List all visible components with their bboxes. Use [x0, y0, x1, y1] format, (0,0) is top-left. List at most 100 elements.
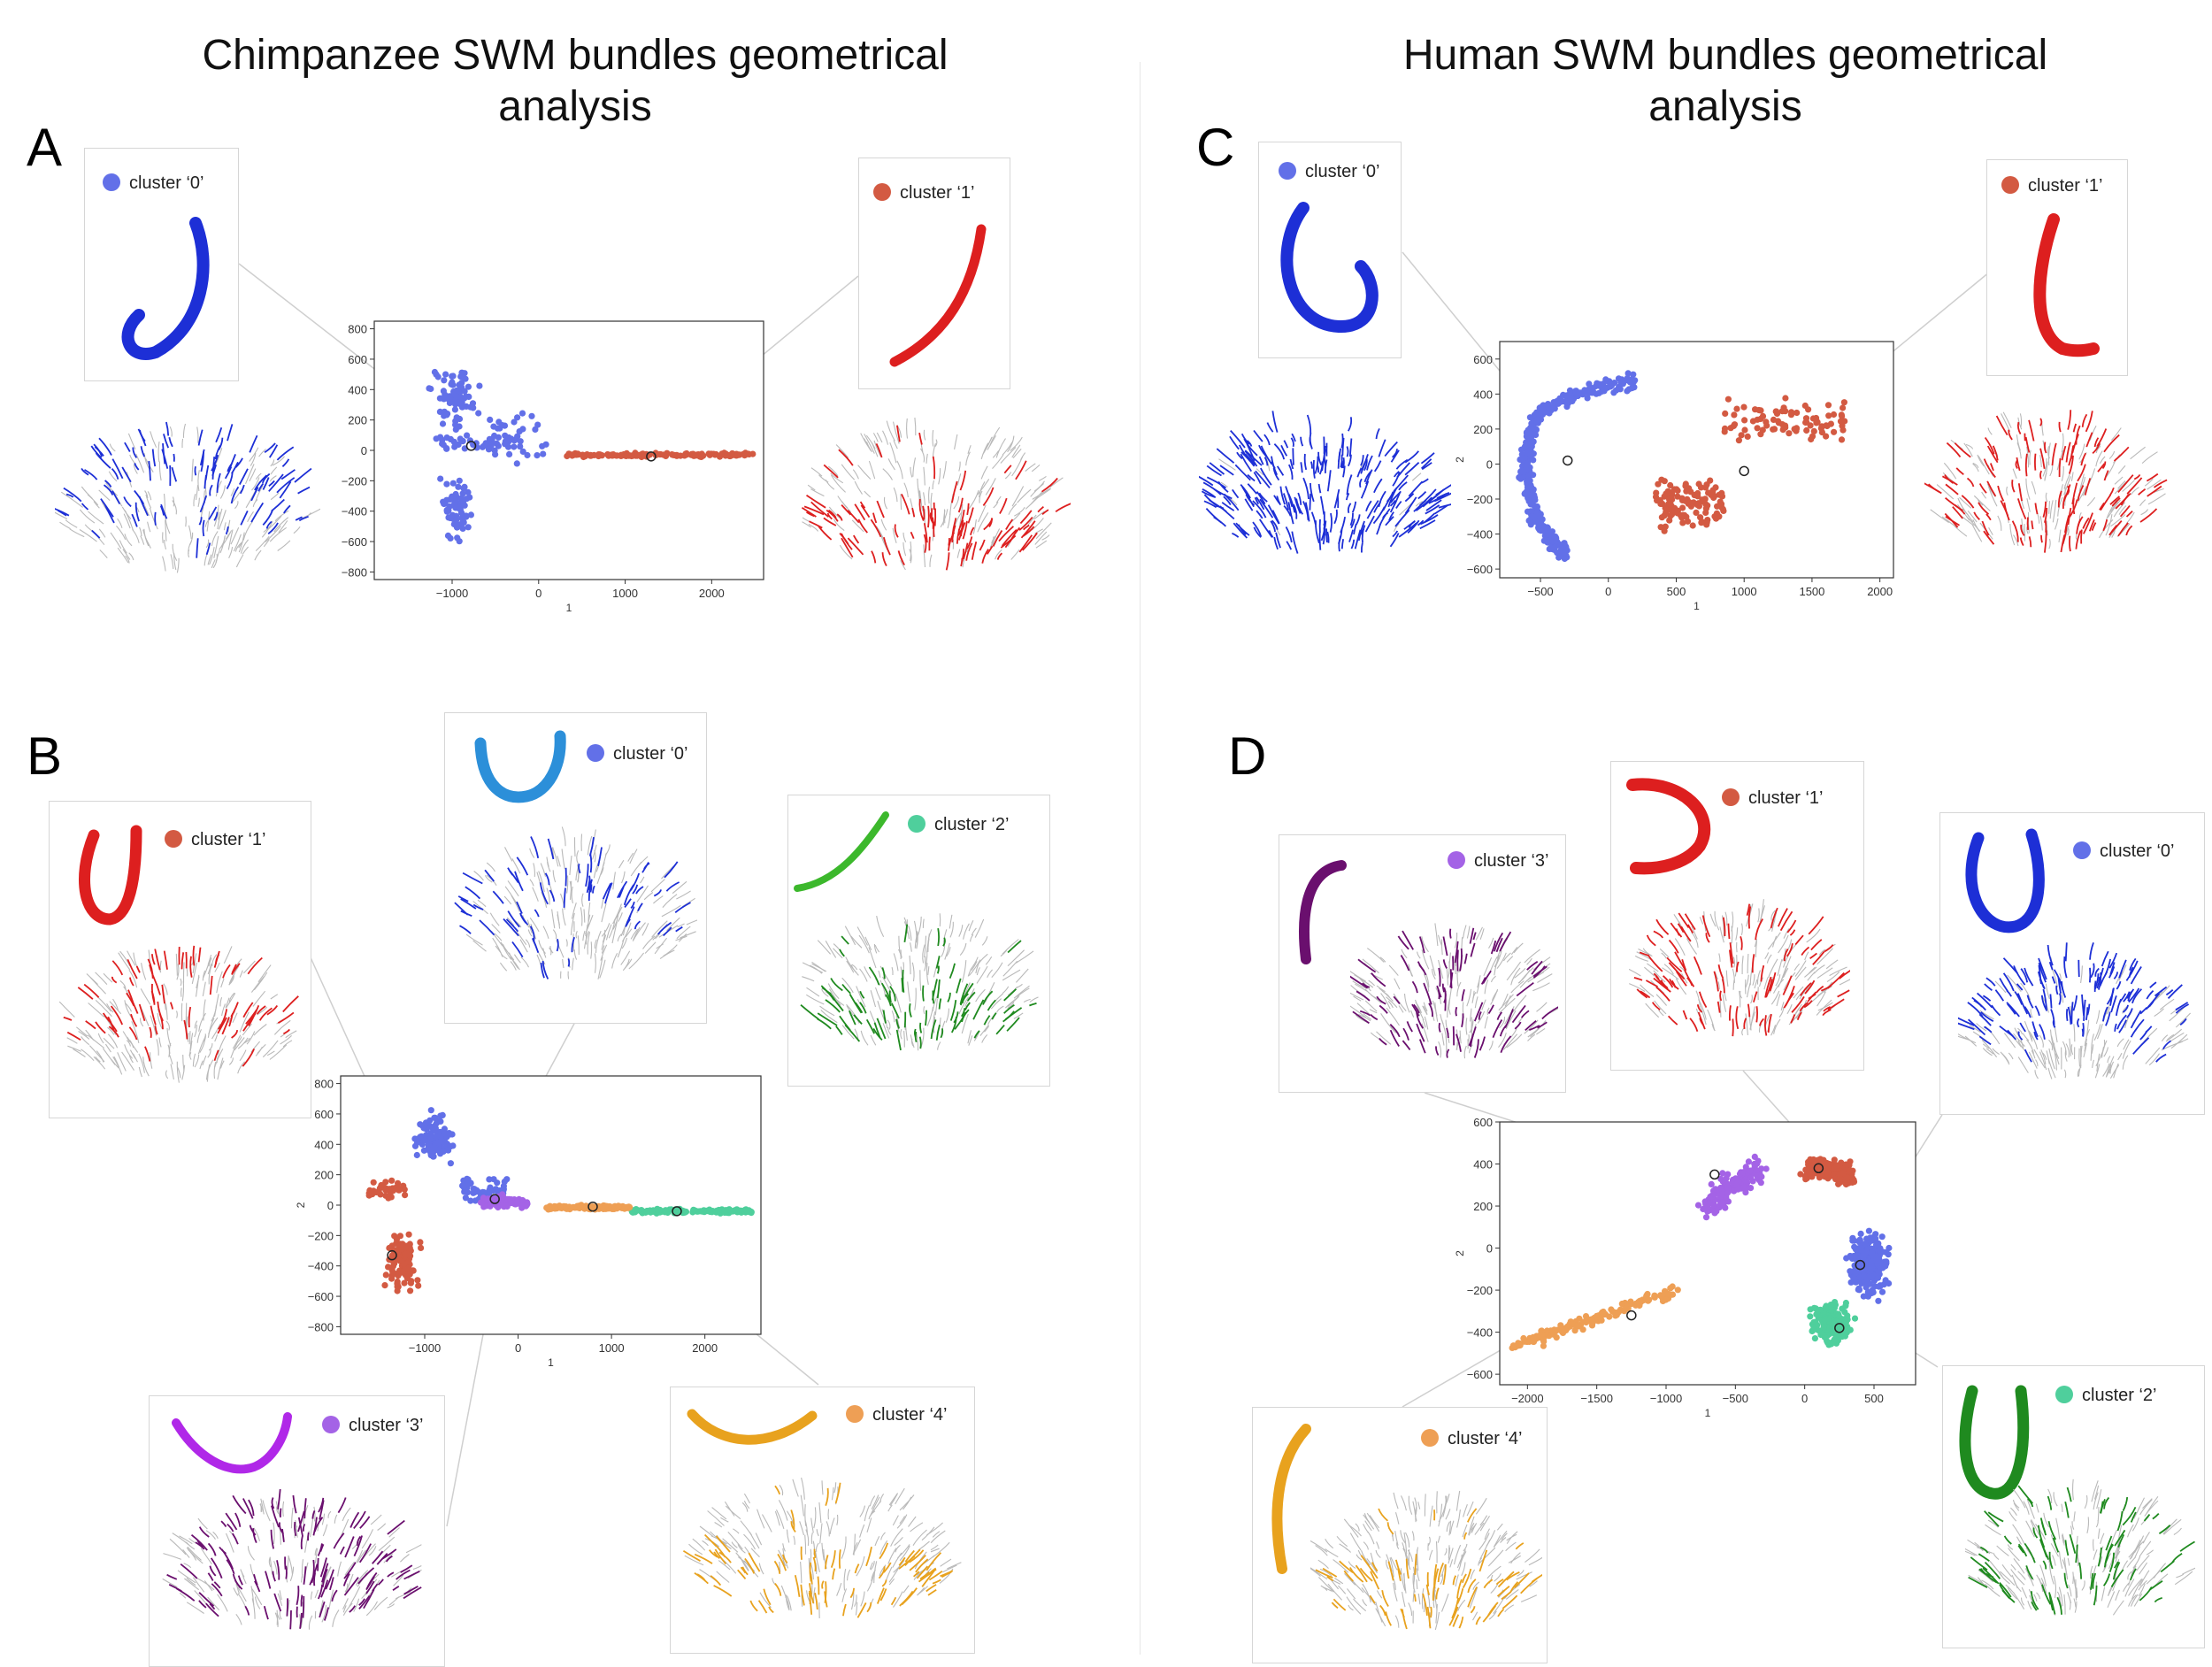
fiber-streamline	[895, 525, 898, 538]
data-point	[433, 1133, 439, 1140]
fiber-streamline	[1801, 947, 1809, 955]
fiber-streamline	[805, 1535, 806, 1555]
fiber-streamline	[149, 461, 150, 480]
fiber-streamline	[245, 1606, 249, 1615]
fiber-streamline	[1214, 489, 1232, 499]
fiber-streamline	[972, 542, 977, 560]
fiber-streamline	[88, 495, 98, 505]
fiber-streamline	[826, 480, 834, 489]
fiber-streamline	[830, 1517, 834, 1534]
fiber-streamline	[183, 424, 185, 438]
data-point	[1841, 399, 1847, 405]
data-point	[600, 1206, 606, 1212]
fiber-streamline	[1005, 472, 1010, 479]
fiber-streamline	[860, 1506, 865, 1517]
fiber-streamline	[393, 1586, 399, 1590]
fiber-streamline	[897, 461, 902, 479]
data-point	[1757, 407, 1763, 413]
fiber-streamline	[912, 508, 914, 517]
inset-c-cluster0: cluster ‘0’	[1258, 142, 1402, 358]
fiber-streamline	[1293, 448, 1294, 465]
fiber-streamline	[272, 1530, 274, 1549]
data-point	[1690, 522, 1696, 528]
data-point	[460, 526, 466, 532]
fiber-streamline	[2055, 519, 2059, 530]
fiber-streamline	[2059, 422, 2060, 432]
fiber-streamline	[342, 1519, 349, 1535]
fiber-streamline	[373, 1584, 378, 1591]
fiber-streamline	[890, 442, 896, 463]
data-point	[434, 435, 440, 442]
fiber-streamline	[1760, 1018, 1763, 1026]
data-point	[459, 438, 465, 444]
y-tick-label: 0	[361, 444, 367, 457]
fiber-streamline	[574, 837, 575, 857]
fiber-streamline	[1267, 423, 1272, 433]
fiber-streamline	[1272, 411, 1277, 432]
fiber-streamline	[1784, 993, 1793, 1008]
fiber-streamline	[832, 1487, 833, 1500]
fiber-streamline	[857, 927, 867, 946]
y-tick-label: 600	[348, 353, 367, 366]
data-point	[459, 404, 465, 411]
fiber-streamline	[952, 1017, 956, 1033]
data-point	[490, 1176, 496, 1182]
fiber-streamline	[920, 1037, 921, 1049]
data-point	[423, 1119, 429, 1125]
fiber-streamline	[213, 457, 215, 480]
data-point	[488, 442, 495, 449]
fiber-streamline	[2110, 488, 2114, 495]
fiber-streamline	[861, 1031, 868, 1045]
x-tick-label: 500	[1864, 1392, 1884, 1405]
fiber-streamline	[309, 1616, 311, 1630]
fiber-streamline	[2035, 1006, 2039, 1016]
fiber-streamline	[1681, 926, 1691, 941]
fiber-streamline	[841, 465, 855, 480]
data-point	[1562, 549, 1568, 556]
fiber-streamline	[1401, 956, 1409, 971]
fiber-streamline	[208, 1049, 211, 1057]
fiber-streamline	[142, 963, 146, 979]
fiber-streamline	[1358, 959, 1376, 972]
fiber-streamline	[1817, 968, 1832, 979]
data-point	[492, 451, 498, 457]
fiber-streamline	[1349, 530, 1353, 542]
fiber-streamline	[969, 920, 973, 931]
fiber-streamline	[1220, 506, 1234, 519]
fiber-streamline	[910, 1003, 911, 1017]
fiber-streamline	[810, 1549, 811, 1563]
fiber-streamline	[511, 895, 519, 911]
fiber-streamline	[1498, 1012, 1502, 1020]
fiber-streamline	[712, 1508, 726, 1519]
fiber-streamline	[848, 1570, 850, 1580]
data-point	[1547, 537, 1553, 543]
fiber-streamline	[2046, 984, 2049, 999]
x-tick-label: −1000	[1650, 1392, 1683, 1405]
fiber-streamline	[1292, 532, 1297, 554]
fiber-streamline	[881, 1533, 886, 1540]
fiber-streamline	[2059, 530, 2061, 542]
fiber-streamline	[572, 958, 574, 971]
fiber-streamline	[853, 470, 858, 480]
data-point	[1770, 417, 1777, 423]
data-point	[480, 1189, 487, 1195]
bundle-tube-icon	[680, 1396, 821, 1458]
fiber-streamline	[664, 862, 678, 878]
fiber-streamline	[876, 987, 881, 1000]
fiber-streamline	[1778, 959, 1782, 976]
fiber-streamline	[318, 1558, 319, 1571]
legend-label: cluster ‘1’	[1748, 788, 1823, 808]
fiber-streamline	[533, 887, 539, 902]
fiber-streamline	[148, 522, 150, 533]
fiber-streamline	[907, 419, 908, 439]
fiber-streamline	[1032, 465, 1040, 471]
fiber-streamline	[1366, 501, 1371, 511]
fiber-streamline	[265, 1606, 268, 1619]
data-point	[508, 1200, 514, 1206]
fiber-streamline	[1513, 1005, 1526, 1022]
data-point	[1544, 409, 1550, 415]
fiber-streamline	[1748, 1004, 1750, 1018]
fiber-streamline	[1489, 938, 1494, 949]
fiber-streamline	[345, 1562, 355, 1575]
data-point	[1741, 426, 1747, 433]
